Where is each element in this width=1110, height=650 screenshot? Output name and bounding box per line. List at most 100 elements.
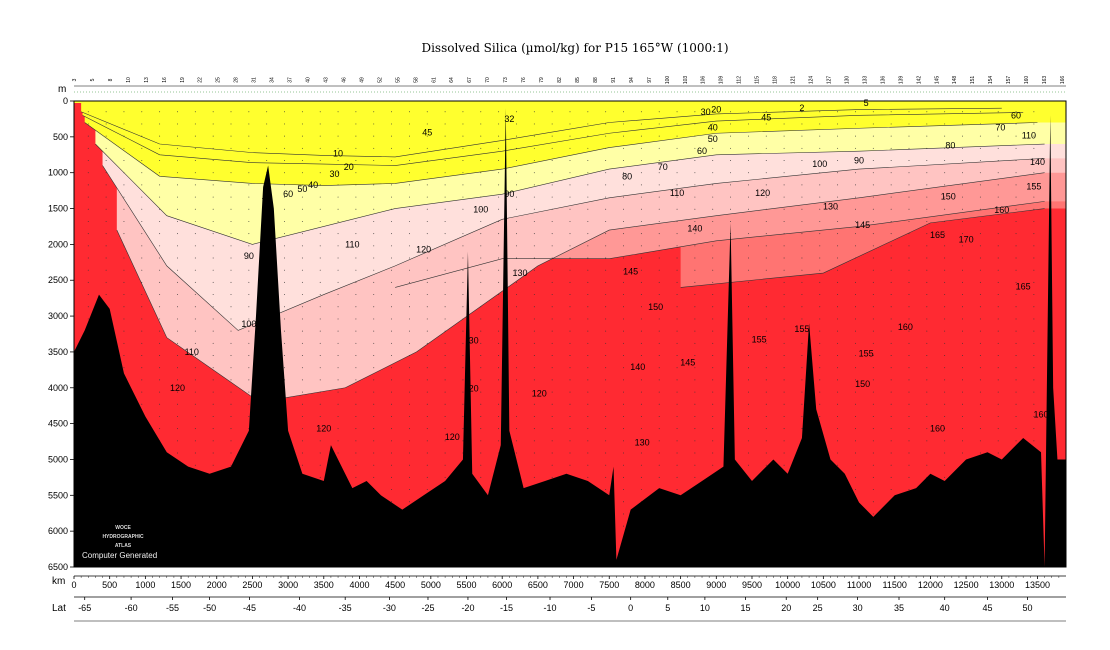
- station-label: 103: [683, 76, 689, 85]
- sample-dot: [230, 172, 232, 174]
- sample-dot: [944, 330, 946, 332]
- x-tick-label: 6500: [528, 580, 548, 590]
- sample-dot: [444, 184, 446, 186]
- contour-label: 170: [959, 234, 974, 244]
- sample-dot: [284, 196, 285, 198]
- sample-dot: [248, 233, 250, 235]
- sample-dot: [391, 184, 393, 186]
- sample-dot: [1033, 379, 1035, 381]
- sample-dot: [658, 476, 660, 478]
- sample-dot: [623, 147, 624, 149]
- sample-dot: [480, 476, 482, 478]
- sample-dot: [284, 269, 285, 271]
- sample-dot: [926, 257, 928, 259]
- sample-dot: [623, 379, 624, 381]
- sample-dot: [855, 318, 856, 320]
- sample-dot: [801, 208, 803, 210]
- sample-dot: [765, 111, 767, 113]
- sample-dot: [765, 342, 767, 344]
- sample-dot: [1033, 245, 1035, 247]
- sample-dot: [194, 160, 196, 161]
- sample-dot: [355, 281, 357, 283]
- sample-dot: [569, 135, 571, 137]
- station-label: 13: [144, 77, 150, 83]
- sample-dot: [944, 233, 946, 235]
- sample-dot: [533, 220, 535, 222]
- sample-dot: [141, 342, 143, 344]
- lat-tick-label: -10: [544, 603, 557, 613]
- sample-dot: [694, 342, 696, 344]
- sample-dot: [855, 476, 856, 478]
- sample-dot: [712, 379, 714, 381]
- sample-dot: [248, 355, 250, 356]
- sample-dot: [658, 379, 660, 381]
- sample-dot: [551, 294, 553, 296]
- sample-dot: [819, 415, 821, 417]
- sample-dot: [569, 257, 571, 259]
- sample-dot: [1015, 367, 1017, 369]
- sample-dot: [997, 196, 999, 198]
- sample-dot: [319, 269, 321, 271]
- sample-dot: [765, 233, 767, 235]
- sample-dot: [498, 208, 500, 210]
- contour-label: 90: [854, 156, 864, 166]
- sample-dot: [301, 306, 303, 308]
- sample-dot: [212, 184, 214, 186]
- sample-dot: [212, 245, 214, 247]
- sample-dot: [837, 428, 839, 430]
- lat-tick-label: 25: [813, 603, 823, 613]
- sample-dot: [444, 415, 446, 417]
- sample-dot: [391, 379, 393, 381]
- sample-dot: [801, 269, 803, 271]
- sample-dot: [498, 123, 500, 125]
- sample-dot: [658, 403, 660, 405]
- sample-dot: [391, 294, 393, 296]
- sample-dot: [587, 245, 589, 247]
- sample-dot: [444, 391, 446, 393]
- sample-dot: [194, 355, 196, 356]
- sample-dot: [319, 342, 321, 344]
- sample-dot: [319, 111, 321, 113]
- sample-dot: [730, 135, 732, 137]
- sample-dot: [658, 294, 660, 296]
- sample-dot: [712, 403, 714, 405]
- sample-dot: [712, 135, 714, 137]
- sample-dot: [105, 147, 107, 149]
- sample-dot: [194, 391, 196, 393]
- y-tick-label: 0: [63, 96, 68, 106]
- sample-dot: [373, 452, 375, 454]
- sample-dot: [301, 330, 303, 332]
- sample-dot: [516, 220, 517, 222]
- sample-dot: [623, 208, 624, 210]
- contour-label: 120: [416, 244, 431, 254]
- sample-dot: [533, 342, 535, 344]
- sample-dot: [159, 111, 161, 113]
- sample-dot: [908, 330, 910, 332]
- sample-dot: [747, 160, 749, 161]
- sample-dot: [141, 379, 143, 381]
- sample-dot: [1015, 342, 1017, 344]
- sample-dot: [783, 379, 785, 381]
- sample-dot: [480, 440, 482, 442]
- sample-dot: [837, 306, 839, 308]
- sample-dot: [979, 330, 981, 332]
- sample-dot: [569, 464, 571, 466]
- sample-dot: [105, 208, 107, 210]
- sample-dot: [212, 379, 214, 381]
- sample-dot: [801, 172, 803, 174]
- contour-label: 20: [469, 383, 479, 393]
- sample-dot: [855, 330, 856, 332]
- sample-dot: [123, 281, 125, 283]
- sample-dot: [498, 391, 500, 393]
- sample-dot: [676, 452, 678, 454]
- sample-dot: [337, 306, 339, 308]
- sample-dot: [765, 257, 767, 259]
- sample-dot: [533, 306, 535, 308]
- sample-dot: [426, 220, 428, 222]
- sample-dot: [890, 123, 892, 125]
- sample-dot: [944, 281, 946, 283]
- sample-dot: [159, 294, 161, 296]
- sample-dot: [533, 355, 535, 356]
- sample-dot: [605, 489, 607, 491]
- sample-dot: [248, 342, 250, 344]
